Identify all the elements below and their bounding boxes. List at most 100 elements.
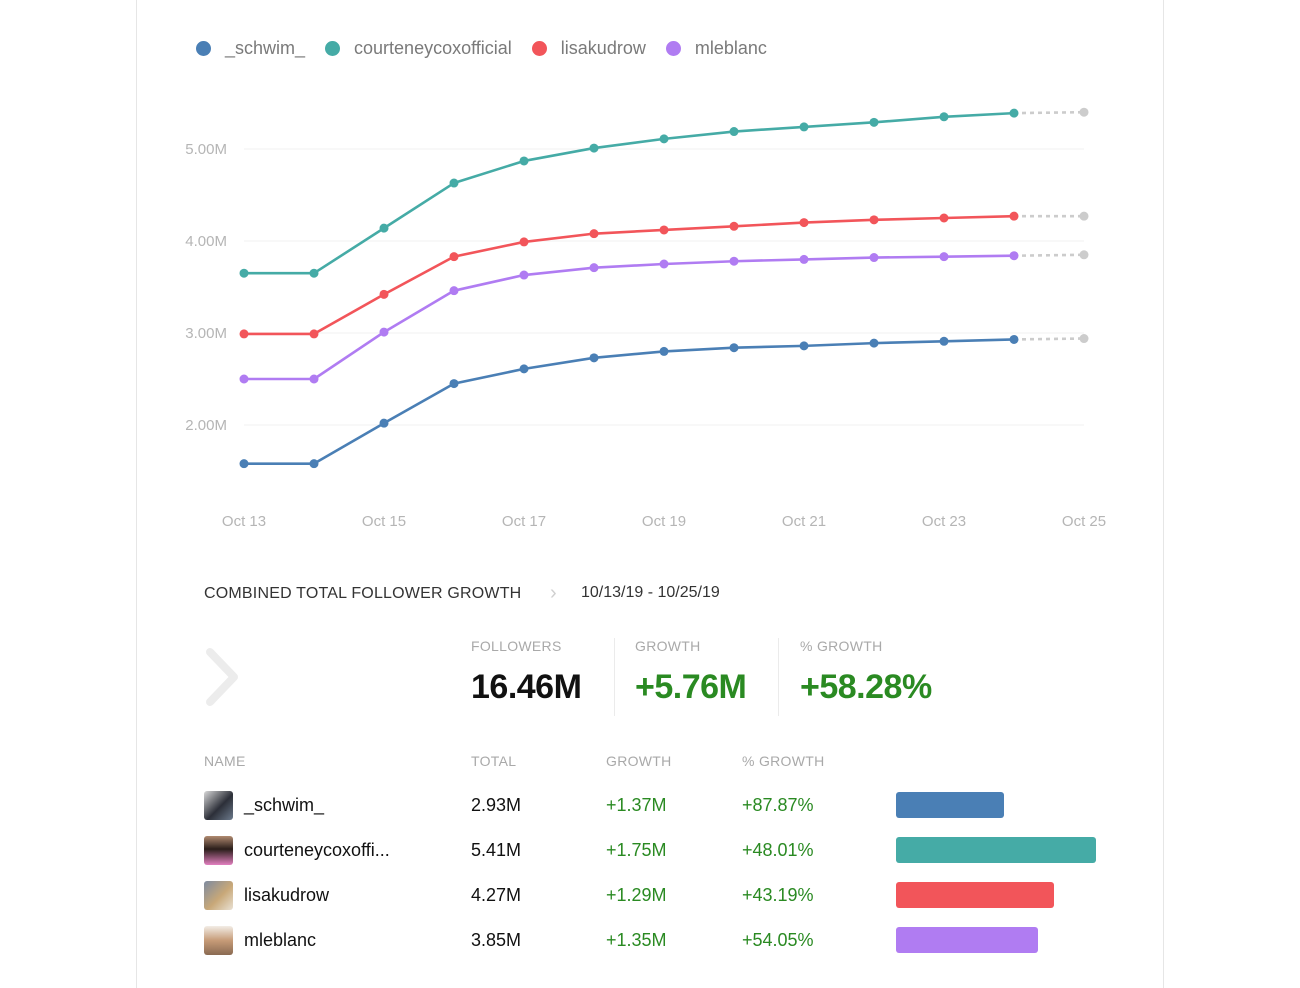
- cell-growth: +1.75M: [606, 840, 667, 860]
- stat-growth: GROWTH +5.76M: [635, 638, 747, 718]
- data-point: [939, 112, 949, 122]
- data-point: [589, 353, 599, 363]
- x-tick-label: Oct 21: [782, 513, 826, 530]
- legend-label: courteneycoxofficial: [354, 38, 512, 58]
- data-point: [239, 329, 249, 339]
- series-line-lisakudrow: [244, 214, 1015, 336]
- column-header-name[interactable]: NAME: [204, 753, 246, 769]
- series-line-courteneycoxofficial: [244, 111, 1015, 275]
- projection-line: [1013, 253, 1085, 258]
- series-line-mleblanc: [244, 254, 1015, 381]
- chevron-right-icon[interactable]: [200, 646, 240, 713]
- legend-item[interactable]: courteneycoxofficial: [325, 38, 512, 59]
- data-point: [939, 336, 949, 346]
- table-row[interactable]: courteneycoxoffi... 5.41M +1.75M +48.01%: [0, 835, 1300, 871]
- cell-pct: +54.05%: [742, 930, 814, 950]
- y-tick-label: 4.00M: [185, 233, 227, 250]
- cell-growth: +1.35M: [606, 930, 667, 950]
- y-tick-label: 3.00M: [185, 325, 227, 342]
- projected-point: [1079, 334, 1089, 344]
- data-point: [659, 346, 669, 356]
- legend-item[interactable]: lisakudrow: [531, 38, 646, 59]
- data-point: [239, 459, 249, 469]
- table-row[interactable]: _schwim_ 2.93M +1.37M +87.87%: [0, 790, 1300, 826]
- data-point: [659, 134, 669, 144]
- avatar[interactable]: [204, 836, 233, 865]
- data-point: [729, 343, 739, 353]
- cell-name[interactable]: courteneycoxoffi...: [244, 840, 390, 860]
- divider: [614, 638, 615, 716]
- legend-label: mleblanc: [694, 38, 767, 58]
- stat-value: +5.76M: [635, 668, 747, 706]
- legend-label: _schwim_: [225, 38, 306, 58]
- cell-name[interactable]: mleblanc: [244, 930, 317, 950]
- data-point: [519, 270, 529, 280]
- cell-total: 4.27M: [471, 885, 522, 905]
- x-tick-label: Oct 25: [1062, 513, 1106, 530]
- x-tick-label: Oct 17: [502, 513, 546, 530]
- column-header-growth[interactable]: GROWTH: [606, 753, 672, 769]
- data-point: [869, 253, 879, 263]
- avatar[interactable]: [204, 881, 233, 910]
- data-point: [309, 459, 319, 469]
- legend-dot-icon: [196, 41, 211, 56]
- cell-pct: +87.87%: [742, 795, 814, 815]
- date-range[interactable]: 10/13/19 - 10/25/19: [581, 584, 720, 601]
- data-point: [1009, 108, 1019, 118]
- table-row[interactable]: mleblanc 3.85M +1.35M +54.05%: [0, 925, 1300, 961]
- data-point: [729, 256, 739, 266]
- x-tick-label: Oct 15: [362, 513, 406, 530]
- series-line-_schwim_: [244, 338, 1015, 465]
- data-point: [449, 252, 459, 262]
- legend-label: lisakudrow: [560, 38, 646, 58]
- analytics-card: [136, 0, 1164, 988]
- data-point: [729, 221, 739, 231]
- projected-point: [1079, 211, 1089, 221]
- cell-pct: +48.01%: [742, 840, 814, 860]
- data-point: [449, 286, 459, 296]
- data-point: [659, 225, 669, 235]
- avatar[interactable]: [204, 926, 233, 955]
- cell-growth: +1.37M: [606, 795, 667, 815]
- column-header-pct-growth[interactable]: % GROWTH: [742, 753, 825, 769]
- stat-label: GROWTH: [635, 638, 701, 654]
- data-point: [379, 327, 389, 337]
- legend-item[interactable]: mleblanc: [665, 38, 767, 59]
- stat-pct-growth: % GROWTH +58.28%: [800, 638, 932, 718]
- data-point: [449, 178, 459, 188]
- data-point: [309, 374, 319, 384]
- legend-item[interactable]: _schwim_: [196, 38, 305, 59]
- data-point: [729, 127, 739, 137]
- projected-point: [1079, 250, 1089, 260]
- projected-point: [1079, 107, 1089, 117]
- chevron-right-icon[interactable]: ›: [550, 582, 557, 604]
- y-tick-label: 2.00M: [185, 417, 227, 434]
- legend-dot-icon: [325, 41, 341, 56]
- x-tick-label: Oct 23: [922, 513, 966, 530]
- legend-dot-icon: [531, 41, 547, 56]
- cell-name[interactable]: lisakudrow: [244, 885, 330, 905]
- data-point: [519, 156, 529, 166]
- total-bar: [896, 927, 1038, 953]
- chart-legend: _schwim_ courteneycoxofficial lisakudrow ml…: [196, 38, 787, 59]
- data-point: [939, 252, 949, 262]
- total-bar: [896, 792, 1004, 818]
- cell-name[interactable]: _schwim_: [244, 795, 325, 815]
- table-row[interactable]: lisakudrow 4.27M +1.29M +43.19%: [0, 880, 1300, 916]
- cell-total: 3.85M: [471, 930, 522, 950]
- projection-line: [1013, 110, 1085, 115]
- divider: [778, 638, 779, 716]
- data-point: [239, 268, 249, 278]
- data-point: [799, 254, 809, 264]
- data-point: [519, 237, 529, 247]
- data-point: [309, 329, 319, 339]
- x-tick-label: Oct 19: [642, 513, 686, 530]
- data-point: [869, 117, 879, 127]
- avatar[interactable]: [204, 791, 233, 820]
- data-point: [1009, 334, 1019, 344]
- data-point: [379, 223, 389, 233]
- data-point: [589, 263, 599, 273]
- cell-total: 2.93M: [471, 795, 522, 815]
- cell-pct: +43.19%: [742, 885, 814, 905]
- column-header-total[interactable]: TOTAL: [471, 753, 517, 769]
